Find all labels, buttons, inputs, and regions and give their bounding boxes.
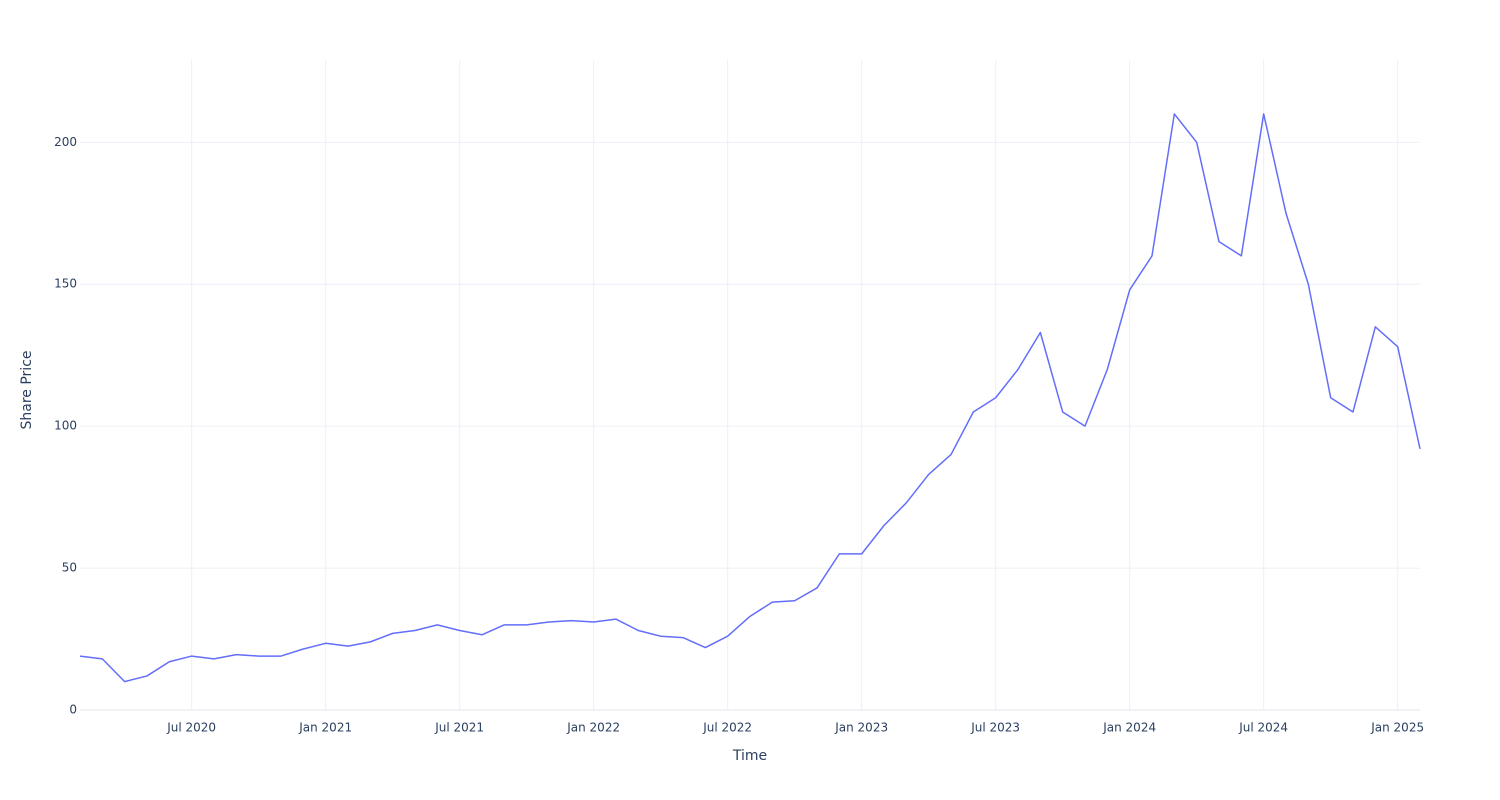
x-tick-label: Jul 2024 [1238,721,1288,735]
x-tick-label: Jan 2022 [566,721,620,735]
y-axis-title: Share Price [19,350,35,429]
x-tick-label: Jul 2023 [970,721,1020,735]
x-tick-label: Jul 2022 [702,721,752,735]
x-axis-title: Time [732,748,767,764]
y-tick-label: 150 [54,277,77,291]
price-line [79,113,1421,683]
y-tick-label: 50 [62,561,77,575]
y-tick-label: 0 [69,703,77,717]
x-tick-label: Jan 2021 [298,721,352,735]
x-tick-label: Jan 2024 [1102,721,1156,735]
y-tick-label: 200 [54,135,77,149]
x-tick-label: Jan 2025 [1370,721,1424,735]
x-tick-label: Jul 2020 [166,721,216,735]
y-tick-label: 100 [54,419,77,433]
x-tick-label: Jan 2023 [834,721,888,735]
x-tick-label: Jul 2021 [434,721,484,735]
